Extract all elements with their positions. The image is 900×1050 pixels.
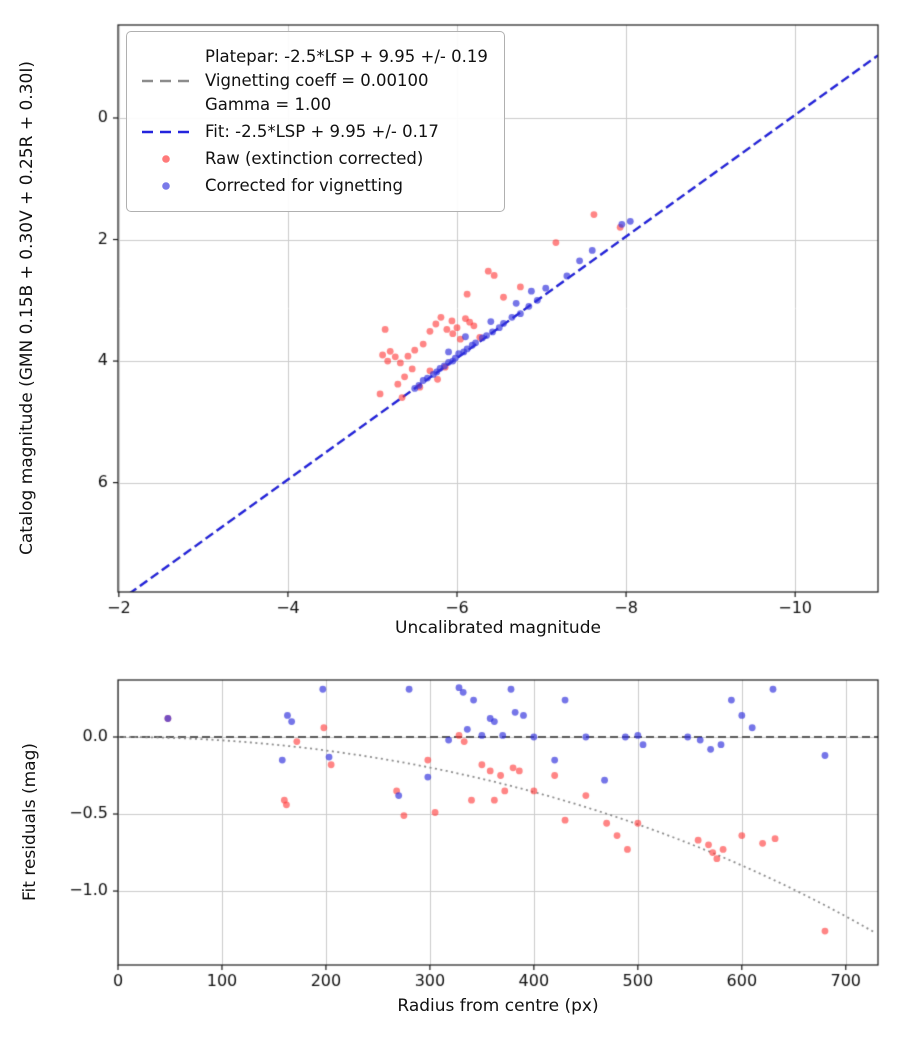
top-y-axis-label: Catalog magnitude (GMN 0.15B + 0.30V + 0… [17,61,37,555]
legend-label-platepar: Platepar: -2.5*LSP + 9.95 +/- 0.19 [205,47,488,66]
legend-label-fit: Fit: -2.5*LSP + 9.95 +/- 0.17 [205,121,439,141]
dashed-line-icon [137,79,195,83]
legend-label-gamma: Gamma = 1.00 [205,94,332,114]
legend-entry-raw: Raw (extinction corrected) [137,147,488,171]
legend-label-raw: Raw (extinction corrected) [205,148,424,168]
bottom-y-axis-label: Fit residuals (mag) [20,743,40,901]
legend-entry-platepar: Platepar: -2.5*LSP + 9.95 +/- 0.19 Vigne… [137,45,488,117]
bottom-x-axis-label: Radius from centre (px) [397,996,599,1016]
dashed-line-icon [137,130,195,134]
legend-entry-fit: Fit: -2.5*LSP + 9.95 +/- 0.17 [137,120,488,144]
legend: Platepar: -2.5*LSP + 9.95 +/- 0.19 Vigne… [126,31,505,212]
legend-label-corrected: Corrected for vignetting [205,175,403,195]
scatter-dot-icon [137,153,195,165]
legend-label-vignetting-coeff: Vignetting coeff = 0.00100 [205,70,429,90]
scatter-dot-icon [137,180,195,192]
top-x-axis-label: Uncalibrated magnitude [395,618,601,638]
legend-entry-corrected: Corrected for vignetting [137,174,488,198]
